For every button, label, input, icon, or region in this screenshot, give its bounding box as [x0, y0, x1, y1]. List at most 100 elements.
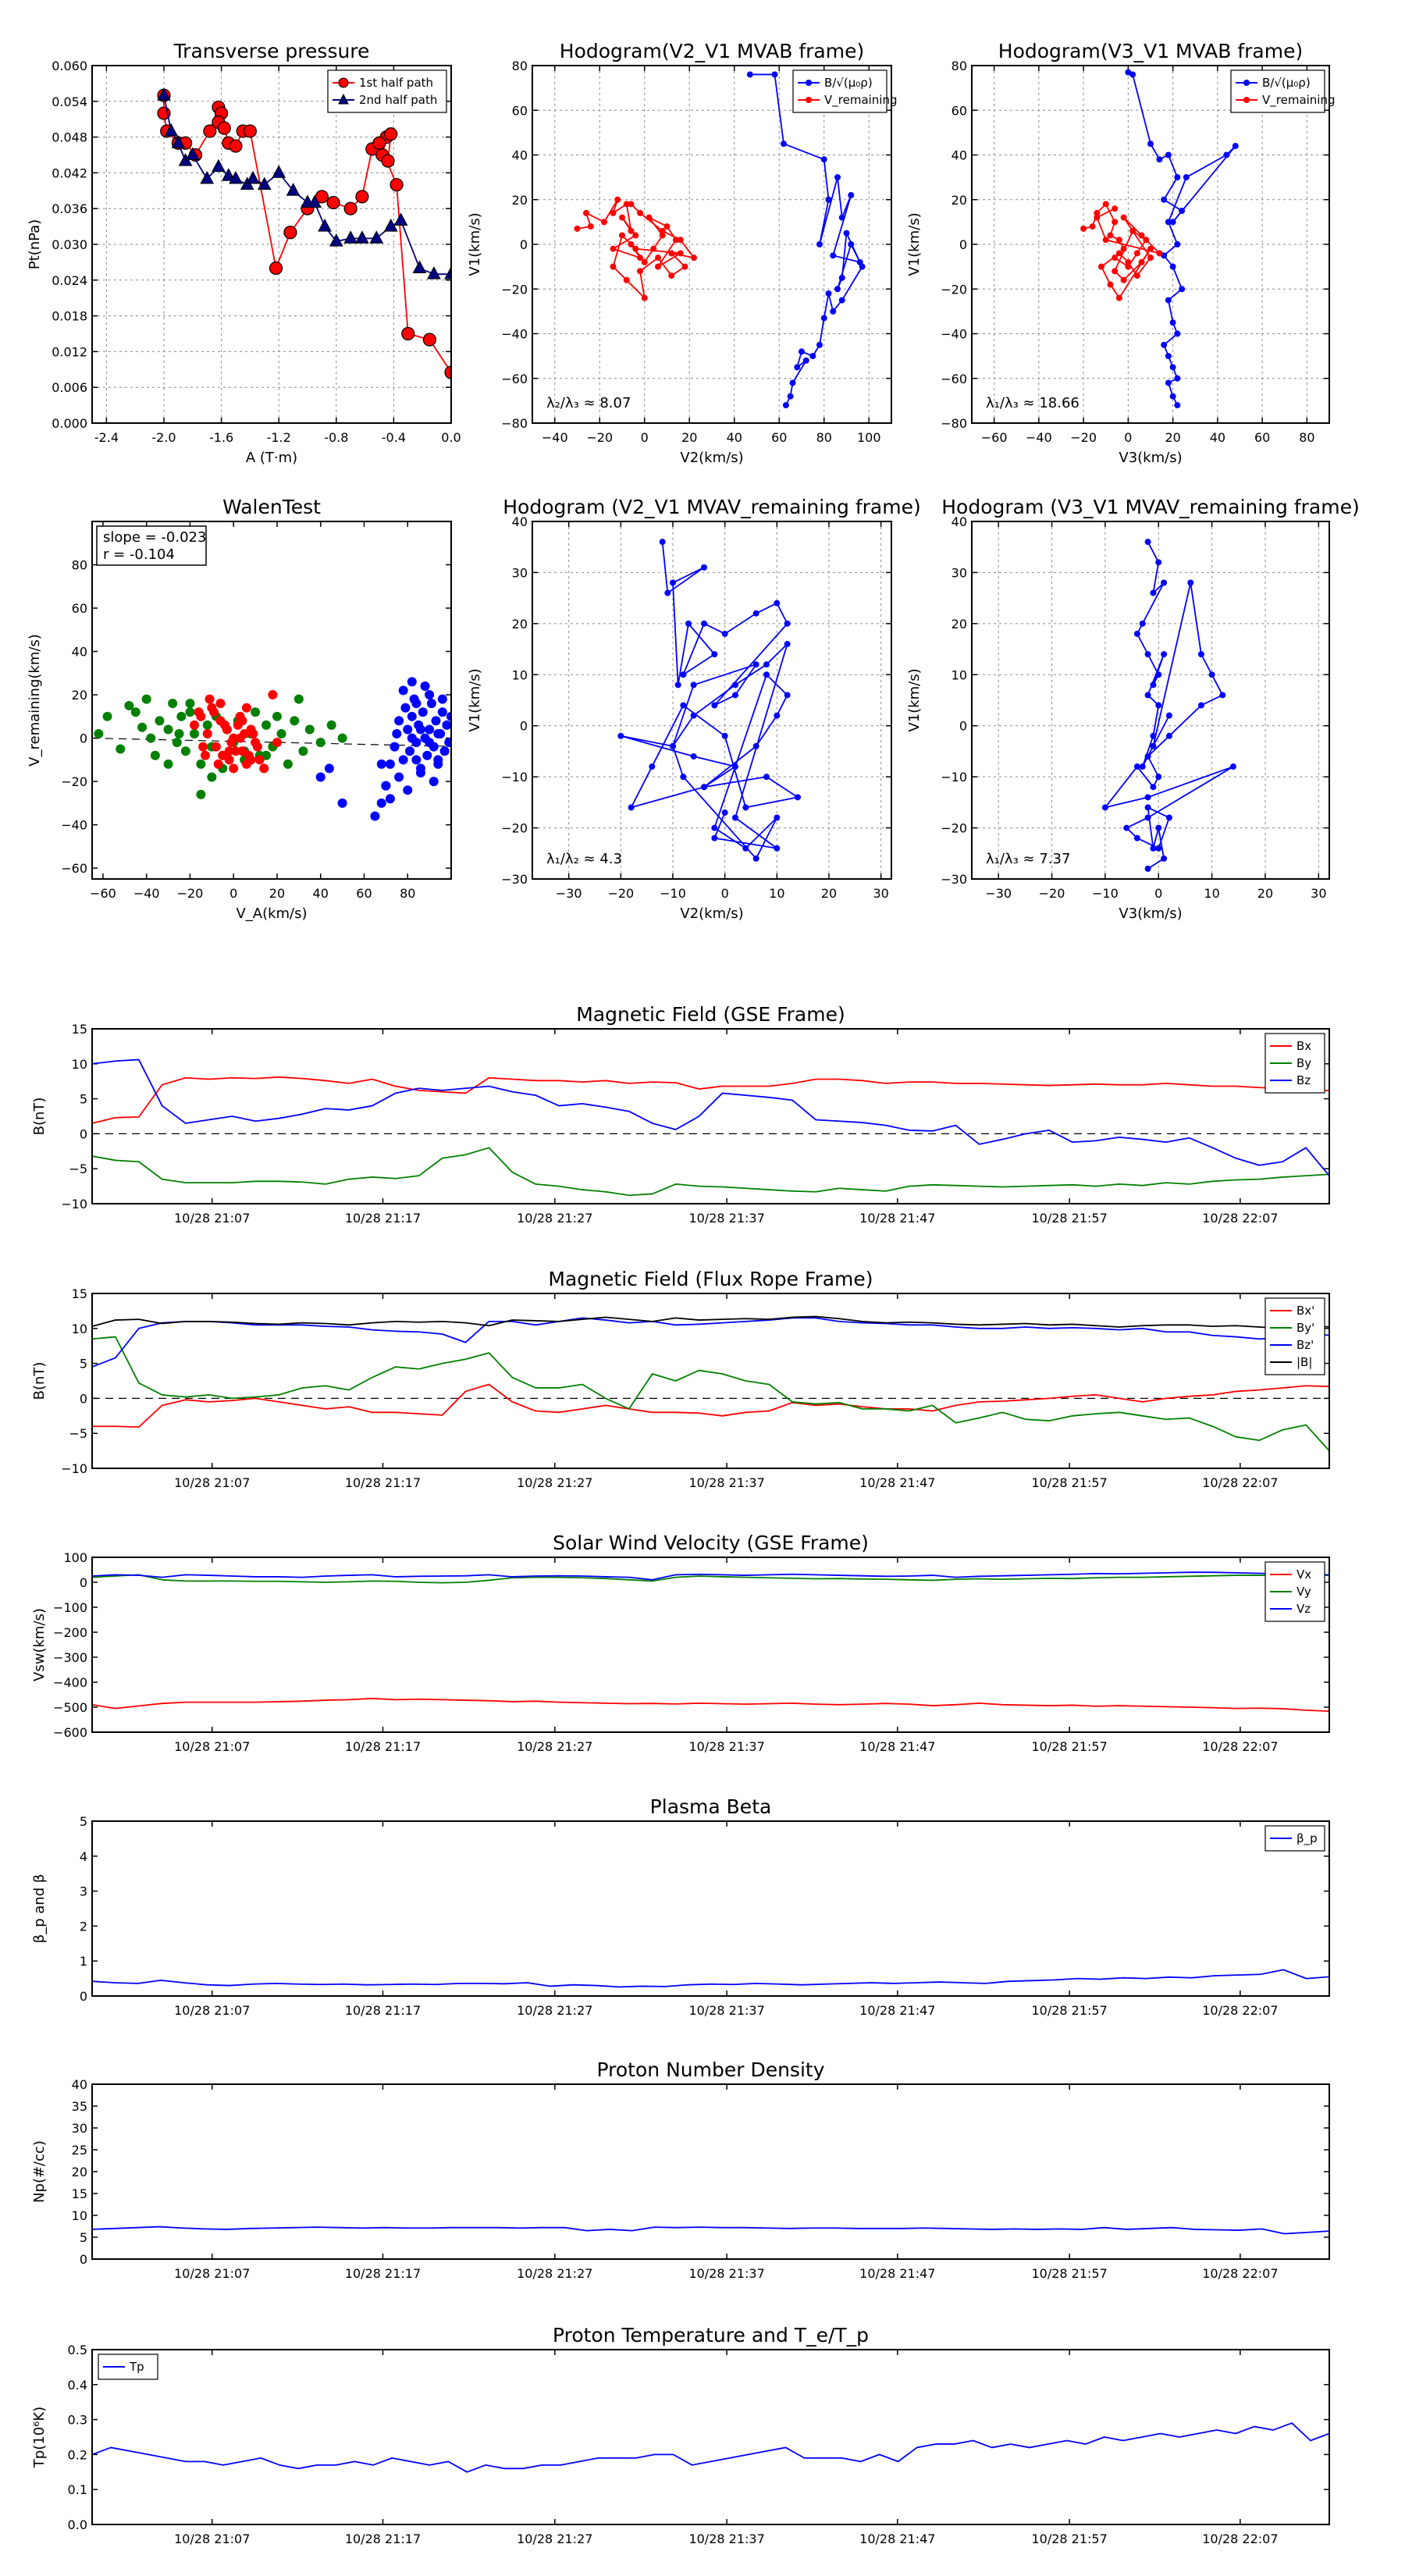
data-point — [701, 784, 707, 791]
data-point — [1112, 219, 1119, 226]
plot-area — [1080, 69, 1239, 409]
data-point — [1115, 294, 1122, 301]
data-point — [180, 746, 190, 756]
data-point — [146, 733, 156, 743]
chart-title: Transverse pressure — [173, 40, 370, 62]
data-point — [1208, 671, 1215, 678]
data-point — [1129, 71, 1136, 78]
x-tick-label: 10/28 21:37 — [688, 2003, 764, 2018]
data-point — [231, 746, 240, 756]
legend-label: 2nd half path — [359, 93, 437, 107]
x-tick-label: 10/28 21:57 — [1031, 2532, 1107, 2546]
y-tick-label: 0 — [520, 719, 528, 734]
legend-marker — [806, 80, 812, 86]
data-point — [185, 707, 195, 717]
data-point — [403, 785, 413, 795]
data-point — [1150, 732, 1157, 739]
y-tick-label: 5 — [80, 1357, 87, 1372]
y-tick-label: 0.1 — [68, 2482, 87, 2497]
data-point — [246, 755, 256, 765]
data-point — [229, 170, 243, 184]
data-point — [213, 759, 223, 769]
chart-title: Hodogram(V3_V1 MVAB frame) — [998, 40, 1303, 62]
y-tick-label: 0 — [959, 237, 967, 252]
data-point — [420, 681, 430, 691]
data-point — [1223, 151, 1230, 158]
y-tick-label: 0 — [80, 1391, 87, 1406]
axes-frame — [971, 521, 1330, 880]
data-point — [664, 589, 671, 596]
data-point — [1144, 804, 1151, 811]
data-point — [248, 729, 258, 739]
x-tick-label: 0 — [641, 430, 649, 445]
data-point — [848, 241, 855, 247]
data-point — [185, 147, 200, 160]
data-point — [763, 661, 770, 668]
x-tick-label: 30 — [1311, 886, 1326, 901]
data-point — [272, 165, 286, 178]
legend-box — [1264, 1297, 1325, 1375]
data-point — [337, 733, 347, 743]
data-point — [251, 707, 261, 717]
x-tick-label: 10/28 21:17 — [345, 1211, 421, 1226]
legend-marker — [338, 77, 349, 88]
data-point — [670, 742, 676, 749]
y-tick-label: −300 — [53, 1650, 87, 1665]
data-point — [752, 742, 759, 749]
y-tick-label: 0 — [80, 2252, 87, 2267]
x-tick-label: 10/28 21:07 — [174, 2266, 250, 2281]
y-tick-label: −10 — [501, 770, 528, 785]
data-point — [641, 258, 648, 265]
data-point — [1098, 263, 1105, 270]
data-point — [355, 190, 369, 204]
data-point — [384, 127, 398, 141]
x-tick-label: −30 — [985, 886, 1012, 901]
data-point — [614, 196, 621, 203]
axes-frame — [91, 1820, 1330, 1997]
x-tick-label: 0 — [1154, 886, 1162, 901]
y-tick-label: 0.036 — [52, 201, 87, 216]
data-point — [237, 716, 247, 726]
data-point — [433, 729, 443, 739]
data-point — [1138, 258, 1145, 265]
legend-label: Tp — [129, 2360, 144, 2374]
x-tick-label: 10/28 21:47 — [859, 1739, 935, 1754]
y-tick-label: −20 — [941, 821, 967, 836]
y-tick-label: 20 — [951, 193, 967, 208]
data-point — [838, 214, 845, 221]
data-point — [1129, 227, 1136, 234]
data-point — [290, 716, 300, 726]
data-point — [1089, 223, 1096, 230]
y-tick-label: 15 — [72, 2186, 87, 2201]
data-point — [224, 755, 234, 765]
x-tick-label: 20 — [821, 886, 837, 901]
data-point — [283, 226, 297, 240]
data-point — [619, 232, 625, 239]
stats-text: slope = -0.023 — [103, 529, 206, 546]
data-point — [663, 223, 670, 230]
data-point — [732, 763, 738, 770]
legend-box — [1230, 69, 1325, 113]
x-tick-label: 10/28 21:47 — [859, 1211, 935, 1226]
x-tick-label: 10/28 21:07 — [174, 1739, 250, 1754]
data-point — [1133, 763, 1140, 770]
data-point — [229, 139, 243, 153]
data-point — [1144, 539, 1151, 546]
y-tick-label: 5 — [80, 1814, 87, 1829]
data-point — [610, 263, 617, 270]
plot-area — [92, 1969, 1329, 1988]
data-point — [318, 219, 332, 232]
data-point — [293, 694, 304, 704]
x-tick-label: 20 — [269, 886, 285, 901]
series-line — [749, 73, 863, 406]
x-tick-label: 10/28 21:07 — [174, 2003, 250, 2018]
data-point — [196, 759, 206, 769]
data-point — [1156, 156, 1163, 163]
y-tick-label: −600 — [53, 1725, 87, 1740]
data-point — [190, 729, 200, 739]
data-point — [212, 158, 226, 173]
y-tick-label: 40 — [951, 148, 967, 163]
y-tick-label: 0.030 — [52, 237, 87, 252]
data-point — [400, 703, 411, 713]
legend-label: By — [1297, 1056, 1311, 1070]
